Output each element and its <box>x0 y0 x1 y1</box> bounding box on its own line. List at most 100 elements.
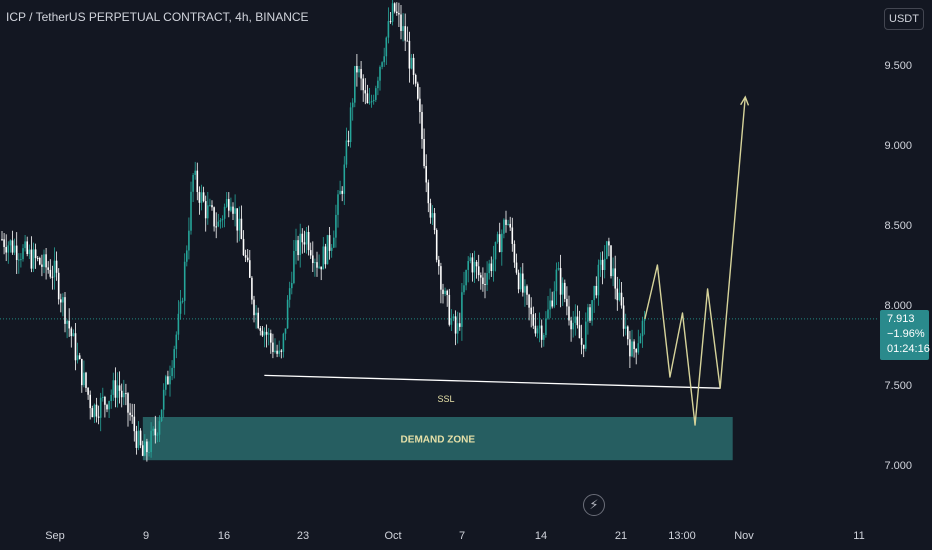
candle-body <box>278 350 280 354</box>
candle-body <box>471 257 474 273</box>
candle-body <box>144 441 146 456</box>
candle-body <box>601 259 604 271</box>
projection-polyline <box>644 96 746 426</box>
candle-body <box>587 307 589 322</box>
time-tick-label: Nov <box>734 530 754 542</box>
candle-body <box>551 300 553 307</box>
candle-body <box>473 261 476 273</box>
candle-body <box>165 376 167 390</box>
candle-body <box>45 254 47 268</box>
candle-body <box>246 257 249 261</box>
candle-body <box>402 26 404 31</box>
candle-body <box>261 330 264 336</box>
candle-body <box>106 404 108 410</box>
candle-body <box>39 258 41 265</box>
candle-body <box>622 305 625 329</box>
candle-body <box>391 3 394 22</box>
candle-body <box>320 266 322 270</box>
candle-body <box>307 231 310 251</box>
time-tick-label: 13:00 <box>668 530 696 542</box>
candle-body <box>498 234 501 253</box>
candle-body <box>282 333 285 352</box>
candle-body <box>507 223 509 225</box>
candle-body <box>475 261 478 267</box>
candle-body <box>328 235 331 251</box>
candle-body <box>599 259 602 265</box>
candle-body <box>362 78 364 91</box>
candle-body <box>637 343 640 353</box>
candle-body <box>635 348 637 353</box>
candle-body <box>496 234 499 242</box>
candle-body <box>501 233 503 253</box>
candle-body <box>610 245 612 277</box>
candle-body <box>190 191 192 231</box>
candle-body <box>585 321 587 349</box>
candle-body <box>295 240 297 251</box>
currency-button[interactable]: USDT <box>884 8 924 30</box>
time-tick-label: 21 <box>615 530 627 542</box>
candle-body <box>183 261 186 301</box>
candle-body <box>524 286 526 293</box>
candle-body <box>234 208 236 214</box>
candle-body <box>461 292 463 327</box>
candle-body <box>267 333 270 335</box>
lightning-icon[interactable]: ⚡︎ <box>583 494 605 516</box>
candle-body <box>366 93 369 104</box>
candle-body <box>578 325 581 339</box>
candle-body <box>223 206 226 219</box>
candle-body <box>152 428 154 431</box>
candle-body <box>72 333 75 337</box>
time-tick-label: 16 <box>218 530 230 542</box>
candle-body <box>515 262 518 273</box>
candle-body <box>341 190 343 194</box>
candle-body <box>66 320 68 324</box>
candle-body <box>127 393 129 413</box>
candle-body <box>95 404 98 417</box>
candle-body <box>186 250 188 262</box>
candle-body <box>639 336 642 344</box>
candle-body <box>555 269 558 292</box>
candle-body <box>580 338 583 345</box>
candle-body <box>410 57 413 69</box>
candle-body <box>81 359 83 386</box>
candle-body <box>9 240 12 246</box>
time-tick-label: 23 <box>297 530 309 542</box>
candle-body <box>452 316 455 319</box>
candle-body <box>251 277 253 300</box>
candle-body <box>131 415 133 417</box>
candle-body <box>78 355 81 360</box>
demand-zone-label: DEMAND ZONE <box>401 435 476 446</box>
time-tick-label: 11 <box>853 530 864 542</box>
candle-body <box>87 387 89 395</box>
candle-body <box>526 286 528 295</box>
candle-body <box>505 219 507 225</box>
candle-body <box>49 269 52 277</box>
candle-body <box>137 430 140 448</box>
candle-body <box>417 83 419 99</box>
candle-body <box>431 213 434 218</box>
time-tick-label: Sep <box>45 530 65 542</box>
candle-body <box>150 430 152 453</box>
projection-arrowhead <box>740 95 750 106</box>
candle-body <box>318 266 320 268</box>
candle-body <box>379 66 381 81</box>
candle-body <box>253 299 255 316</box>
candle-body <box>312 255 314 264</box>
candle-body <box>123 393 125 398</box>
time-axis[interactable]: Sep 9 16 23 Oct 7 14 21 13:00 Nov 11 <box>45 530 865 542</box>
candle-body <box>345 140 348 165</box>
candle-body <box>5 246 7 253</box>
candle-body <box>490 263 493 272</box>
candle-body <box>284 328 287 334</box>
candle-body <box>156 434 159 436</box>
price-axis[interactable]: 7.000 7.500 8.000 8.500 9.000 9.500 <box>884 60 912 472</box>
candle-body <box>383 56 385 63</box>
time-tick-label: 14 <box>535 530 547 542</box>
candle-body <box>11 240 14 253</box>
candle-body <box>488 263 490 274</box>
candle-body <box>427 182 430 204</box>
candle-body <box>425 166 427 183</box>
candle-body <box>68 320 70 329</box>
candle-body <box>303 242 306 245</box>
